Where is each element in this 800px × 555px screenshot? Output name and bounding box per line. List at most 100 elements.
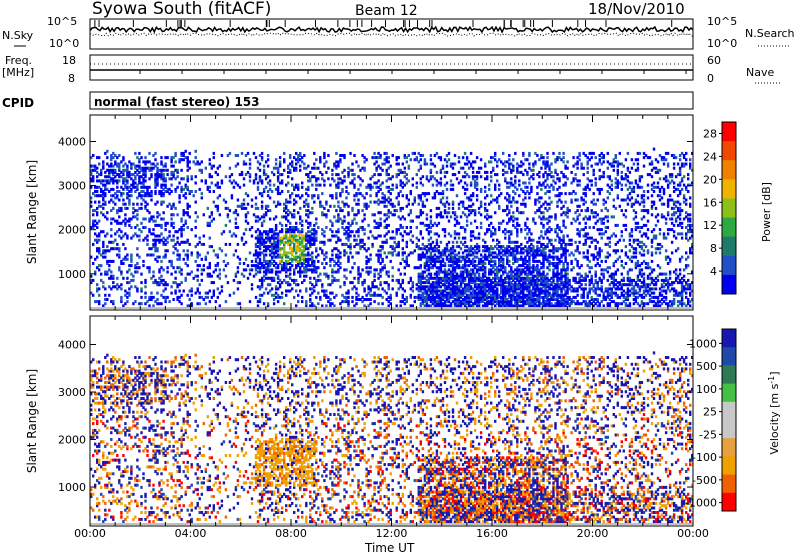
data-cell — [265, 254, 267, 257]
data-cell — [460, 215, 462, 218]
data-cell — [472, 230, 474, 233]
data-cell — [249, 300, 251, 303]
data-cell — [420, 222, 422, 225]
data-cell — [470, 152, 472, 155]
data-cell — [474, 160, 476, 163]
data-cell — [269, 218, 271, 221]
data-cell — [239, 186, 241, 189]
data-cell — [339, 154, 341, 157]
data-cell — [345, 251, 347, 254]
data-cell — [191, 251, 193, 254]
data-cell — [178, 182, 180, 185]
data-cell — [160, 266, 162, 269]
data-cell — [540, 249, 542, 252]
data-cell — [498, 226, 500, 229]
data-cell — [235, 249, 237, 252]
data-cell — [106, 150, 108, 153]
data-cell — [375, 268, 377, 271]
data-cell — [327, 177, 329, 180]
data-cell — [450, 215, 452, 218]
data-cell — [152, 215, 154, 218]
data-cell — [390, 199, 392, 202]
data-cell — [446, 196, 448, 199]
data-cell — [502, 169, 504, 172]
data-cell — [140, 207, 142, 210]
data-cell — [293, 209, 295, 212]
data-cell — [490, 194, 492, 197]
data-cell — [476, 156, 478, 159]
data-cell — [343, 154, 345, 157]
data-cell — [414, 196, 416, 199]
data-cell — [98, 268, 100, 271]
data-cell — [94, 201, 96, 204]
data-cell — [454, 154, 456, 157]
data-cell — [98, 300, 100, 303]
data-cell — [361, 179, 363, 182]
data-cell — [178, 254, 180, 257]
data-cell — [217, 182, 219, 185]
data-cell — [373, 152, 375, 155]
data-cell — [98, 287, 100, 290]
data-cell — [420, 154, 422, 157]
data-cell — [221, 290, 223, 293]
data-cell — [524, 182, 526, 185]
data-cell — [484, 163, 486, 166]
data-cell — [375, 160, 377, 163]
data-cell — [245, 228, 247, 231]
data-cell — [225, 201, 227, 204]
data-cell — [245, 163, 247, 166]
data-cell — [193, 194, 195, 197]
data-cell — [460, 201, 462, 204]
data-cell — [522, 163, 524, 166]
data-cell — [345, 196, 347, 199]
data-cell — [156, 292, 158, 295]
data-cell — [392, 287, 394, 290]
data-cell — [130, 285, 132, 288]
data-cell — [134, 300, 136, 303]
data-cell — [522, 182, 524, 185]
data-cell — [253, 152, 255, 155]
data-cell — [273, 277, 275, 280]
data-cell — [301, 281, 303, 284]
data-cell — [172, 251, 174, 254]
data-cell — [136, 213, 138, 216]
data-cell — [203, 268, 205, 271]
data-cell — [118, 228, 120, 231]
data-cell — [355, 302, 357, 305]
data-cell — [281, 224, 283, 227]
data-cell — [144, 156, 146, 159]
data-cell — [466, 220, 468, 223]
data-cell — [522, 268, 524, 271]
data-cell — [130, 254, 132, 257]
data-cell — [353, 199, 355, 202]
data-cell — [130, 194, 132, 197]
data-cell — [321, 192, 323, 195]
data-cell — [472, 171, 474, 174]
data-cell — [144, 218, 146, 221]
data-cell — [410, 209, 412, 212]
data-cell — [219, 292, 221, 295]
data-cell — [357, 188, 359, 191]
data-cell — [379, 173, 381, 176]
data-cell — [478, 273, 480, 276]
data-cell — [510, 177, 512, 180]
data-cell — [281, 296, 283, 299]
data-cell — [249, 273, 251, 276]
data-cell — [249, 163, 251, 166]
data-cell — [460, 271, 462, 274]
data-cell — [335, 209, 337, 212]
data-cell — [92, 175, 94, 178]
data-cell — [353, 277, 355, 280]
data-cell — [494, 152, 496, 155]
data-cell — [132, 203, 134, 206]
data-cell — [209, 186, 211, 189]
data-cell — [546, 152, 548, 155]
data-cell — [128, 268, 130, 271]
data-cell — [112, 260, 114, 263]
data-cell — [281, 190, 283, 193]
data-cell — [315, 222, 317, 225]
data-cell — [231, 194, 233, 197]
data-cell — [398, 268, 400, 271]
data-cell — [357, 165, 359, 168]
data-cell — [339, 262, 341, 265]
